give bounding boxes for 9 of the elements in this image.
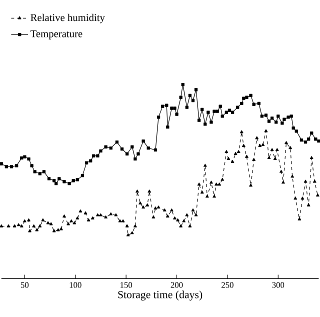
x-tick-label: 100 <box>70 282 82 288</box>
x-tick-label: 300 <box>272 282 284 288</box>
x-tick-label: 200 <box>170 282 183 288</box>
x-tick-label: 150 <box>120 282 132 288</box>
legend-label: Relative humidity <box>30 14 105 24</box>
legend-label: Temperature <box>30 30 82 40</box>
x-tick-label: 250 <box>222 282 234 288</box>
x-tick-label: 50 <box>20 282 29 288</box>
x-axis-title: Storage time (days) <box>118 290 202 300</box>
